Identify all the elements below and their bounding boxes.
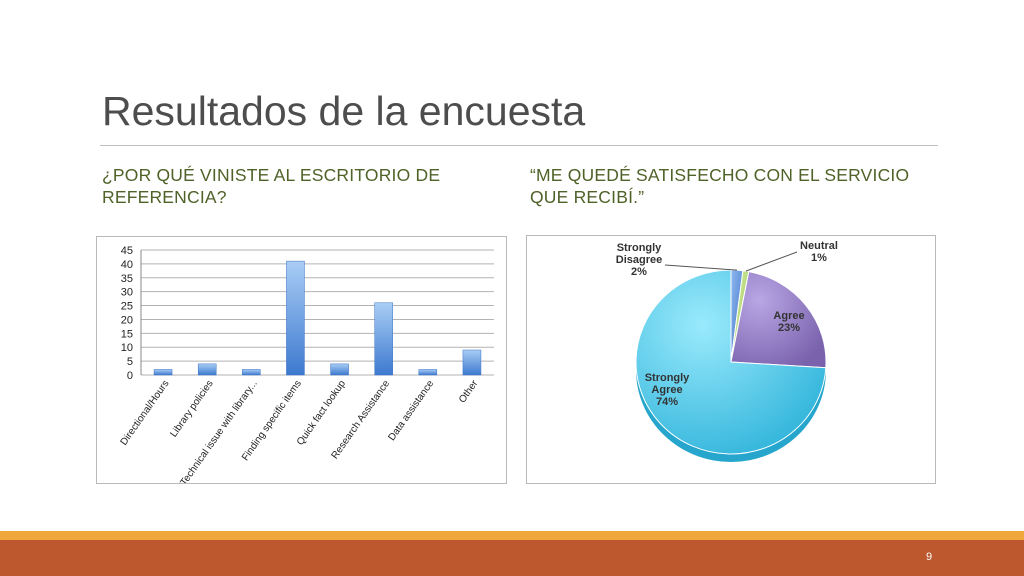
pie-slice-label: Strongly	[645, 372, 690, 384]
y-tick-label: 20	[121, 314, 133, 326]
pie-slice-percent: 74%	[656, 396, 678, 408]
x-tick-label: Technical issue with library...	[178, 378, 259, 483]
pie-slice-label: Neutral	[800, 240, 838, 252]
pie-slice-percent: 1%	[811, 252, 827, 264]
y-tick-label: 25	[121, 301, 133, 313]
y-tick-label: 0	[127, 370, 133, 382]
bar	[242, 369, 261, 376]
y-tick-label: 15	[121, 328, 133, 340]
bar	[418, 369, 438, 376]
y-tick-label: 45	[121, 245, 133, 257]
y-tick-label: 5	[127, 356, 133, 368]
footer-accent-band	[0, 531, 1024, 540]
pie-chart-question: “ME QUEDÉ SATISFECHO CON EL SERVICIO QUE…	[530, 165, 910, 207]
pie-slice-label: Strongly	[617, 242, 662, 254]
pie-slice-percent: 23%	[778, 322, 800, 334]
x-tick-label: Data assistance	[386, 378, 436, 443]
y-tick-label: 30	[121, 287, 133, 299]
pie-slice-label: Agree	[651, 384, 682, 396]
pie-slice	[730, 271, 827, 369]
bar	[153, 369, 173, 376]
bar	[197, 363, 217, 376]
x-tick-label: Library policies	[168, 378, 215, 439]
bar-chart-panel: 0 5 10 15 20 25 30 35 40 45 Directional/Hours Libra…	[96, 236, 507, 484]
bar	[374, 302, 393, 376]
bar	[462, 349, 482, 376]
x-tick-label: Quick fact lookup	[295, 378, 348, 448]
bar	[330, 363, 349, 376]
pie-leader-line	[745, 251, 798, 272]
pie-slice-percent: 2%	[631, 266, 647, 278]
slide-title: Resultados de la encuesta	[102, 88, 586, 134]
title-divider	[100, 145, 938, 146]
pie-slice	[635, 269, 827, 455]
y-tick-label: 10	[121, 342, 133, 354]
y-tick-label: 35	[121, 273, 133, 285]
x-tick-label: Other	[457, 378, 481, 405]
footer-bar	[0, 540, 1024, 576]
bar-chart-question: ¿POR QUÉ VINISTE AL ESCRITORIO DE REFERE…	[102, 165, 441, 207]
y-tick-label: 40	[121, 259, 133, 271]
pie-chart: StronglyDisagree2%Neutral1%Agree23%Stron…	[616, 240, 838, 462]
bar	[286, 260, 305, 376]
x-tick-label: Directional/Hours	[119, 378, 172, 447]
pie-leader-line	[664, 264, 738, 271]
pie-chart-panel: Strongly Disagree 2% Neutral 1% Agree 23% Stron…	[526, 235, 936, 484]
page-number: 9	[926, 551, 933, 563]
pie-slice-label: Agree	[773, 310, 804, 322]
pie-slice-label: Disagree	[616, 254, 662, 266]
